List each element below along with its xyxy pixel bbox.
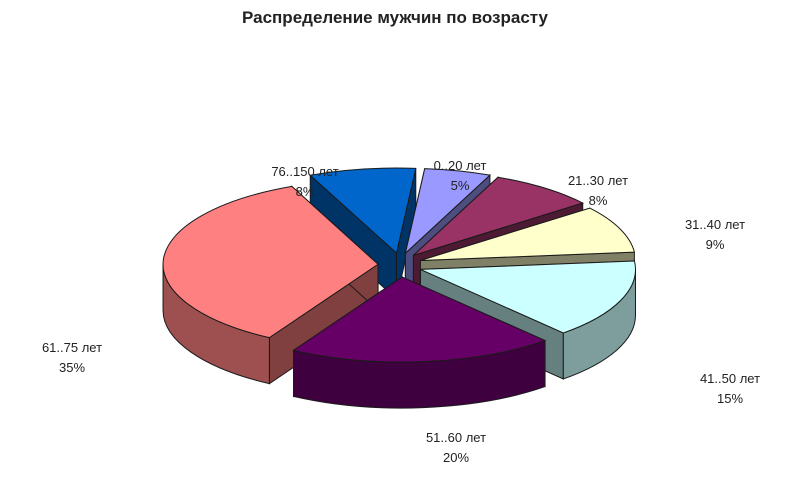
slice-percent-5: 35% [59,360,85,375]
pie-slice-1-top [413,176,585,256]
pie-slice-2-top [420,207,636,261]
slice-label-3: 41..50 лет [700,371,760,386]
slice-percent-4: 20% [443,450,469,465]
slice-label-2: 31..40 лет [685,217,745,232]
slice-label-1: 21..30 лет [568,173,628,188]
chart-title: Распределение мужчин по возрасту [242,8,548,27]
pie-slice-6-top [309,167,417,254]
slice-label-5: 61..75 лет [42,340,102,355]
pie-slice-0-top [404,168,492,255]
slice-percent-0: 5% [451,178,470,193]
pie-slice-4-top [292,276,547,363]
pie-slice-3-top [420,260,636,334]
slice-percent-1: 8% [589,193,608,208]
slice-percent-6: 8% [296,184,315,199]
slice-label-4: 51..60 лет [426,430,486,445]
pie-slice-5-top [162,185,379,339]
pie-slice-4 [292,276,547,409]
slice-label-0: 0..20 лет [434,158,487,173]
slice-percent-3: 15% [717,391,743,406]
slice-percent-2: 9% [706,237,725,252]
slice-label-6: 76..150 лет [271,164,338,179]
